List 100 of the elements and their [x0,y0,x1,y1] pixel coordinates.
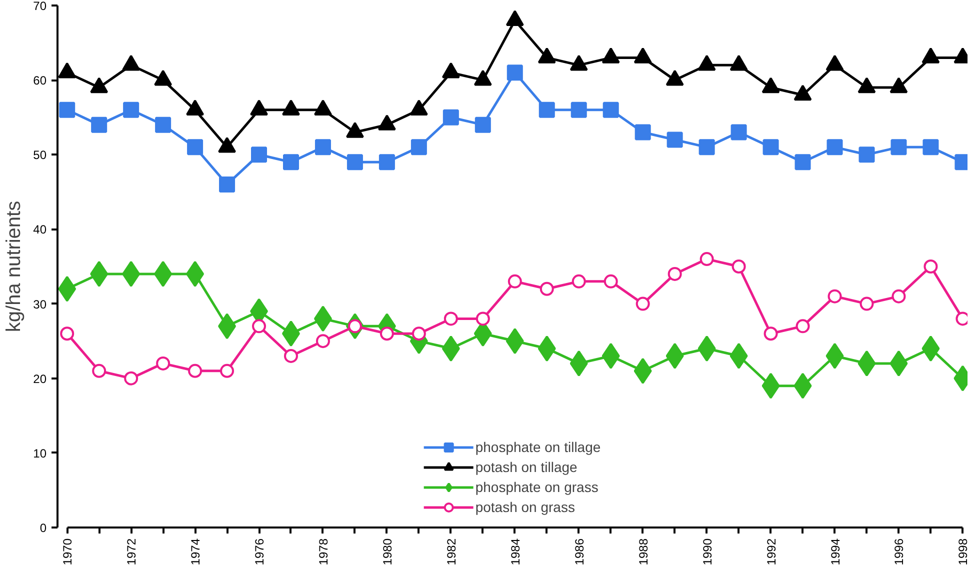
point [58,62,76,78]
point [284,349,298,363]
point [442,109,459,126]
point [826,139,843,156]
x-tick-label: 1998 [956,538,970,566]
point [124,371,138,386]
y-tick-label: 20 [33,372,47,386]
point [634,124,651,140]
point [251,146,268,163]
point [828,289,842,304]
x-tick-label: 1974 [188,538,203,566]
point [730,54,748,71]
point [826,54,844,71]
point [91,116,108,133]
point [732,260,746,274]
legend-label: phosphate on grass [475,479,598,495]
point [572,274,586,288]
point [250,100,268,116]
x-tick-label: 1996 [892,538,906,566]
point [700,252,714,266]
point [219,176,236,192]
y-tick-label: 50 [33,148,47,162]
point [922,47,940,64]
x-tick-label: 1970 [60,538,75,566]
point [346,122,364,138]
point [220,364,234,378]
point [890,139,907,156]
point [922,139,939,156]
point [378,114,396,130]
x-tick-label: 1982 [444,538,458,566]
point [636,296,650,311]
point [474,116,491,133]
x-tick-label: 1990 [700,538,714,566]
point [218,136,236,153]
point [444,312,458,326]
point [794,84,812,101]
y-tick-label: 70 [33,0,47,13]
point [410,139,427,156]
point [187,139,204,156]
x-tick-label: 1980 [380,538,394,566]
x-tick-label: 1988 [636,538,650,566]
point [188,364,202,378]
point [314,139,331,156]
point [698,139,715,156]
point [538,102,555,118]
point [796,319,810,334]
point [314,100,332,116]
legend-label: potash on grass [475,499,575,515]
point [604,274,618,288]
point [634,47,652,64]
x-tick-label: 1984 [508,538,522,566]
point [924,260,938,274]
point [60,326,74,341]
point [860,296,874,311]
point [858,146,875,163]
legend-label: potash on tillage [475,459,578,475]
x-tick-label: 1976 [252,538,267,566]
point [570,54,588,71]
point [282,154,299,170]
y-tick-label: 0 [40,521,47,535]
point [442,62,460,78]
point [508,274,522,288]
point [698,54,716,71]
point [892,289,906,304]
y-tick-label: 60 [33,74,47,88]
point [410,100,428,116]
point [476,312,490,326]
point [59,102,76,118]
point [412,326,426,341]
y-axis-title: kg/ha nutrients [3,200,26,332]
point [252,319,266,334]
point [730,124,747,140]
point [570,102,587,118]
point [794,154,811,170]
point [540,282,554,296]
x-tick-label: 1972 [124,538,139,566]
point [666,70,684,86]
point [90,77,108,94]
point [602,47,620,64]
point [890,77,908,94]
point [122,54,140,71]
point [764,326,778,341]
point [762,77,780,94]
x-tick-label: 1978 [316,538,330,566]
y-tick-label: 10 [33,446,47,460]
point [346,154,363,170]
point [378,154,395,170]
point [666,132,683,148]
point [154,70,172,86]
point [602,102,619,118]
point [123,102,140,118]
x-tick-label: 1986 [572,538,586,566]
point [92,364,106,378]
y-tick-label: 30 [33,297,47,312]
point [316,334,330,348]
point [506,10,524,26]
point [380,326,394,341]
point [858,77,876,94]
point [762,139,779,156]
point [156,356,170,370]
